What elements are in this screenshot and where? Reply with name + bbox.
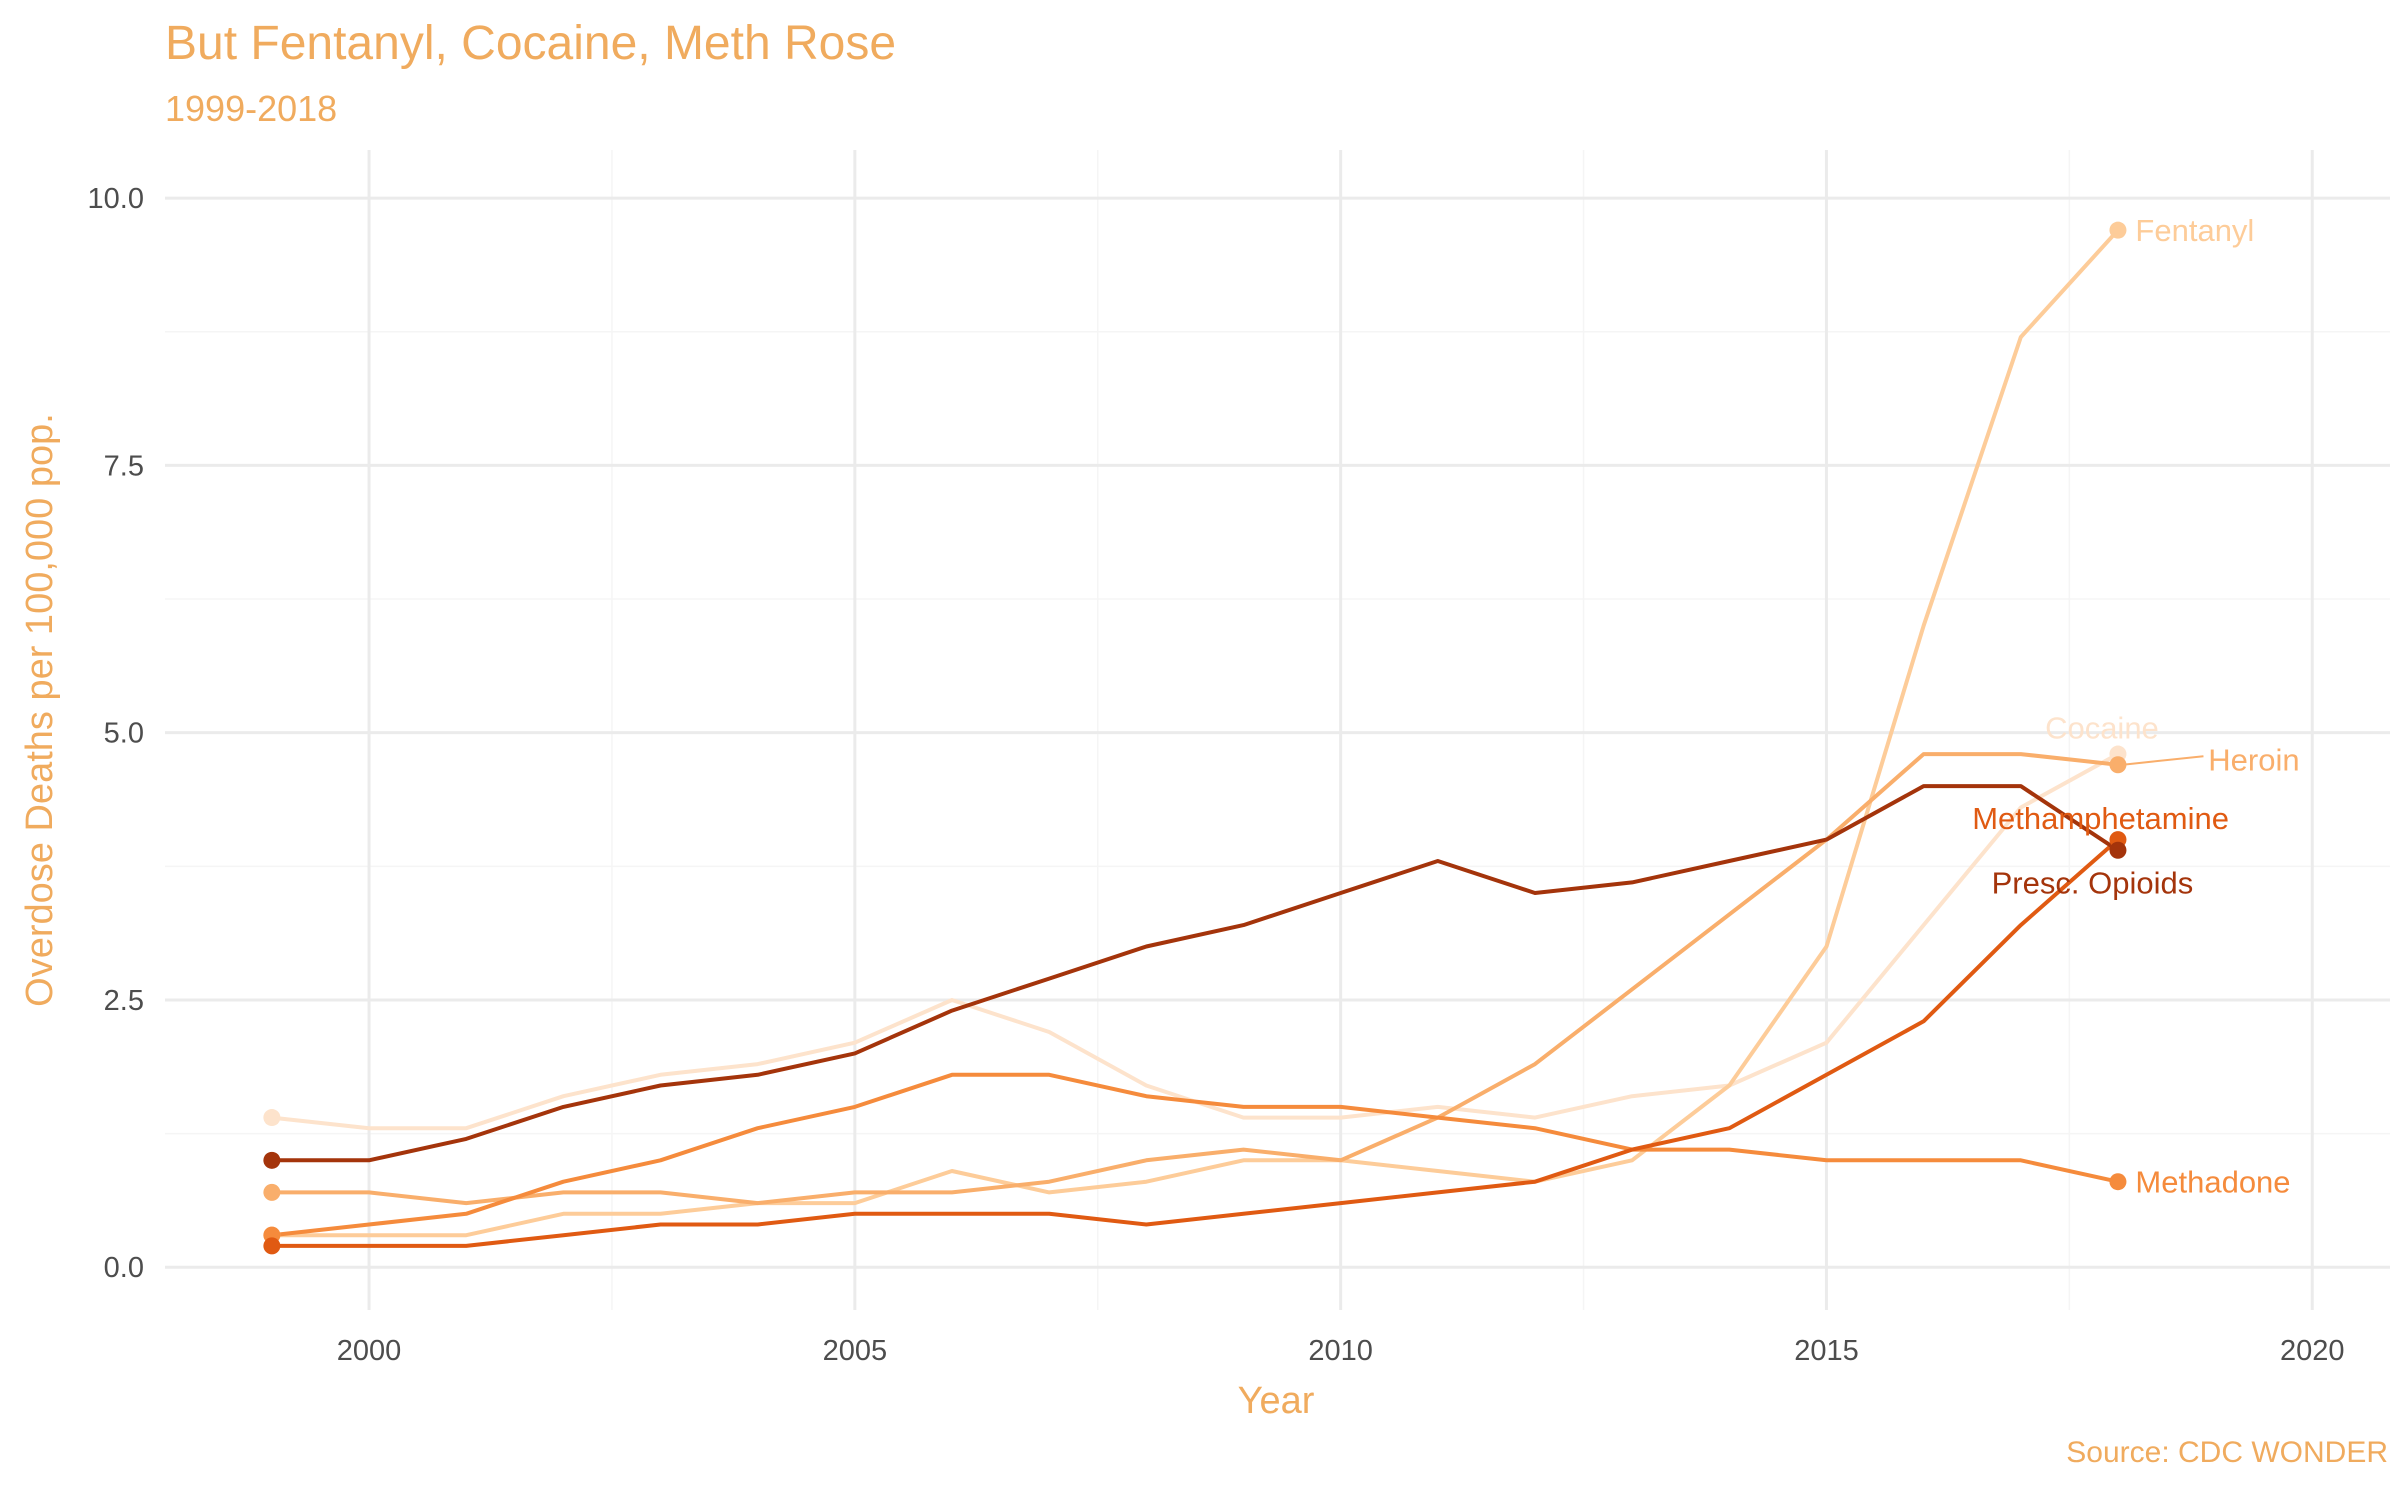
series-line-methadone [271,1072,2119,1238]
y-tick-label: 2.5 [104,985,144,1017]
series-label-presc-opioids: Presc. Opioids [1992,865,2194,900]
source-caption: Source: CDC WONDER [2066,1436,2388,1469]
y-tick-label: 0.0 [104,1252,144,1284]
point-start-presc-opioids [263,1151,281,1169]
x-tick-label: 2020 [2280,1335,2345,1367]
y-tick-label: 5.0 [104,718,144,750]
chart-title: But Fentanyl, Cocaine, Meth Rose [165,17,897,70]
series-label-methamphetamine: Methamphetamine [1972,801,2229,836]
point-start-cocaine [263,1109,281,1127]
point-start-heroin [263,1183,281,1201]
series-label-cocaine: Cocaine [2045,710,2159,745]
y-tick-label: 10.0 [88,183,144,215]
series-label-fentanyl: Fentanyl [2135,213,2254,248]
point-end-methadone [2109,1173,2127,1191]
series-line-fentanyl [271,228,2120,1238]
axis-ticks: 0.0 2.5 5.0 7.5 10.0 2000 2005 2010 2015 2020 [88,183,2345,1367]
point-end-heroin [2109,756,2127,774]
series-lines [271,228,2120,1248]
series-line-heroin [271,752,2119,1206]
x-axis-title: Year [1238,1380,1315,1422]
point-start-methamphetamine [263,1237,281,1255]
y-tick-label: 7.5 [104,450,144,482]
leader-line-heroin [2122,755,2204,766]
series-line-presc-opioids [271,784,2120,1163]
x-tick-label: 2000 [337,1335,402,1367]
series-line-methamphetamine [271,838,2120,1248]
chart-subtitle: 1999-2018 [165,88,338,129]
series-points [263,221,2127,1255]
x-tick-label: 2005 [823,1335,888,1367]
series-labels: Cocaine Fentanyl Heroin Methadone Methamphet… [1972,213,2299,1200]
y-axis-title: Overdose Deaths per 100,000 pop. [19,413,61,1007]
series-label-heroin: Heroin [2208,742,2299,777]
series-label-methadone: Methadone [2135,1165,2290,1200]
point-end-presc-opioids [2109,841,2127,859]
x-tick-label: 2015 [1794,1335,1859,1367]
point-end-fentanyl [2109,221,2127,239]
x-tick-label: 2010 [1308,1335,1373,1367]
series-line-cocaine [271,752,2119,1131]
